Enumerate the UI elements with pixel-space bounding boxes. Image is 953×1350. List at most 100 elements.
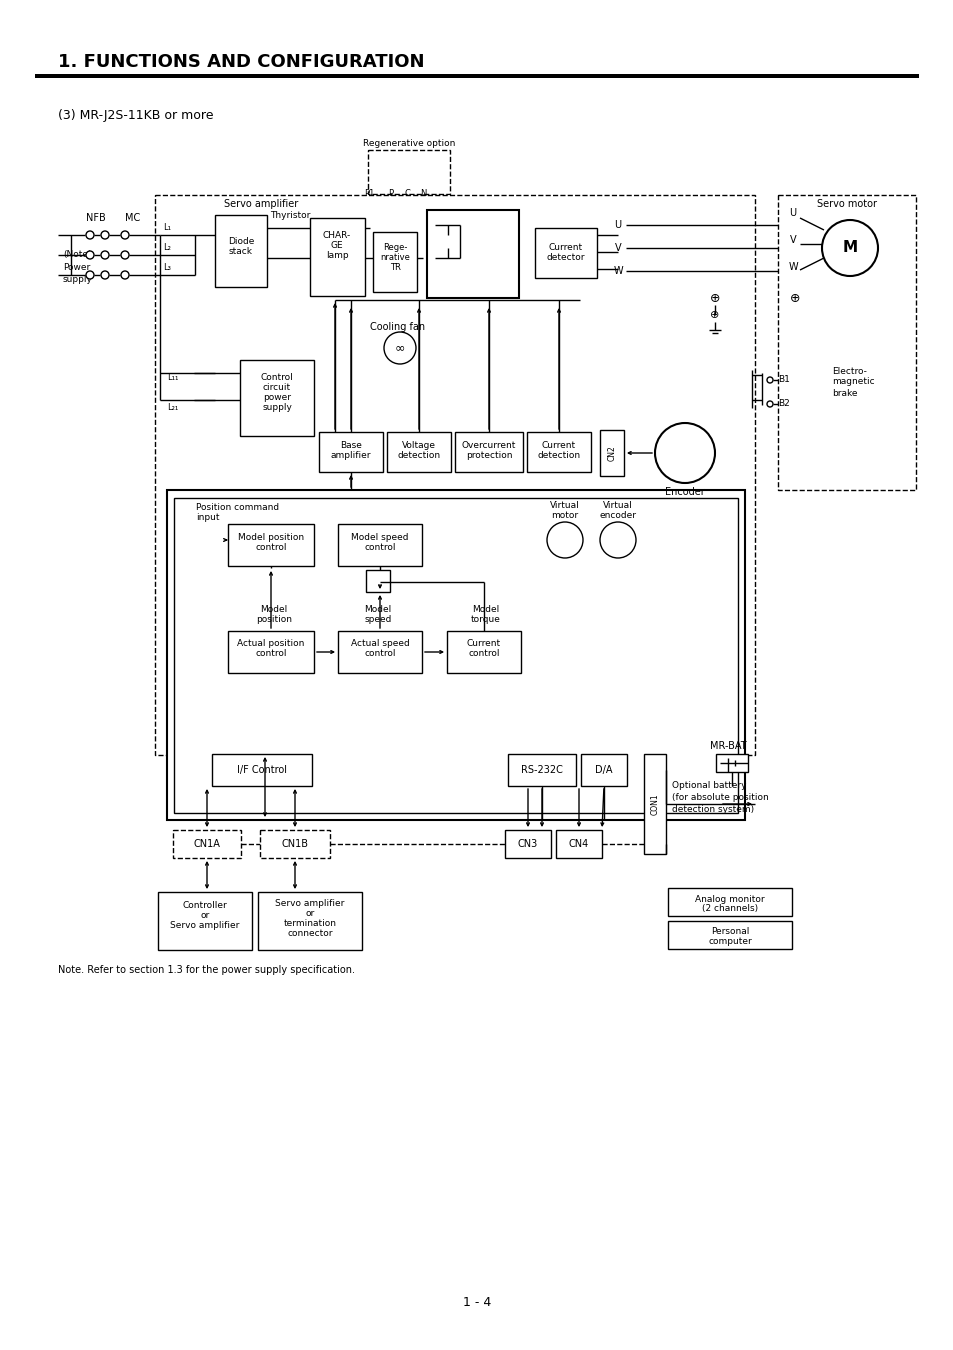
Text: Model: Model — [364, 606, 392, 614]
Text: 1. FUNCTIONS AND CONFIGURATION: 1. FUNCTIONS AND CONFIGURATION — [58, 53, 424, 72]
Text: Control: Control — [260, 374, 294, 382]
Bar — [599, 431, 623, 477]
Bar — [240, 360, 314, 436]
Text: detection system): detection system) — [671, 806, 753, 814]
Bar — [172, 830, 241, 859]
Circle shape — [86, 251, 94, 259]
Text: termination: termination — [283, 919, 336, 929]
Text: Optional battery: Optional battery — [671, 782, 745, 791]
Text: supply: supply — [262, 404, 292, 413]
Circle shape — [655, 423, 714, 483]
Text: RS-232C: RS-232C — [520, 765, 562, 775]
Text: protection: protection — [465, 451, 512, 459]
Text: Servo amplifier: Servo amplifier — [171, 922, 239, 930]
Circle shape — [766, 377, 772, 383]
Text: (Note): (Note) — [63, 251, 91, 259]
Bar — [580, 755, 626, 786]
Text: circuit: circuit — [263, 383, 291, 393]
Circle shape — [546, 522, 582, 558]
Circle shape — [121, 231, 129, 239]
Text: lamp: lamp — [325, 251, 348, 261]
Text: or: or — [305, 910, 314, 918]
Text: 1 - 4: 1 - 4 — [462, 1296, 491, 1308]
Bar — [337, 524, 421, 566]
Bar — [260, 830, 330, 859]
Text: L₃: L₃ — [163, 263, 171, 273]
Text: connector: connector — [287, 930, 333, 938]
Bar — [158, 892, 252, 950]
Text: Electro-: Electro- — [831, 366, 866, 375]
Text: ⊕: ⊕ — [709, 292, 720, 305]
Text: amplifier: amplifier — [331, 451, 371, 459]
Text: GE: GE — [331, 242, 343, 251]
Bar — [643, 755, 665, 855]
Bar — [667, 888, 791, 917]
Bar — [778, 194, 915, 490]
Text: magnetic: magnetic — [831, 378, 874, 386]
Text: W: W — [787, 262, 797, 271]
Text: Personal: Personal — [710, 927, 748, 937]
Text: MC: MC — [125, 213, 140, 223]
Circle shape — [101, 231, 109, 239]
Text: Diode: Diode — [228, 236, 253, 246]
Text: Servo motor: Servo motor — [816, 198, 876, 209]
Text: CN1A: CN1A — [193, 838, 220, 849]
Bar — [310, 217, 365, 296]
Bar — [427, 211, 518, 298]
Circle shape — [86, 231, 94, 239]
Bar — [214, 215, 267, 288]
Text: encoder: encoder — [598, 512, 636, 521]
Text: Model position: Model position — [237, 532, 304, 541]
Circle shape — [101, 251, 109, 259]
Text: CN1B: CN1B — [281, 838, 308, 849]
Text: Actual position: Actual position — [237, 640, 304, 648]
Text: nrative: nrative — [379, 252, 410, 262]
Bar — [716, 755, 747, 772]
Text: U: U — [789, 208, 796, 217]
Text: supply: supply — [63, 274, 92, 284]
Text: TR: TR — [389, 262, 400, 271]
Text: Thyristor: Thyristor — [270, 211, 310, 220]
Text: position: position — [255, 616, 292, 625]
Text: Servo amplifier: Servo amplifier — [224, 198, 298, 209]
Text: Controller: Controller — [182, 902, 227, 910]
Text: (3) MR-J2S-11KB or more: (3) MR-J2S-11KB or more — [58, 109, 213, 123]
Text: speed: speed — [364, 616, 392, 625]
Bar — [526, 432, 590, 472]
Circle shape — [599, 522, 636, 558]
Bar — [154, 194, 754, 755]
Text: motor: motor — [551, 512, 578, 521]
Text: torque: torque — [471, 616, 500, 625]
Bar — [228, 524, 314, 566]
Bar — [35, 74, 918, 78]
Text: Voltage: Voltage — [401, 440, 436, 450]
Text: control: control — [255, 649, 287, 659]
Text: Analog monitor: Analog monitor — [695, 895, 764, 903]
Text: Virtual: Virtual — [602, 501, 632, 510]
Text: Virtual: Virtual — [550, 501, 579, 510]
Bar — [447, 630, 520, 674]
Text: Servo amplifier: Servo amplifier — [275, 899, 344, 909]
Text: NFB: NFB — [86, 213, 106, 223]
Text: CON1: CON1 — [650, 794, 659, 815]
Text: C: C — [404, 189, 410, 197]
Circle shape — [384, 332, 416, 365]
Text: V: V — [789, 235, 796, 244]
Bar — [667, 921, 791, 949]
Bar — [556, 830, 601, 859]
Text: M: M — [841, 240, 857, 255]
Text: D/A: D/A — [595, 765, 612, 775]
Text: brake: brake — [831, 389, 857, 397]
Text: Current: Current — [466, 640, 500, 648]
Circle shape — [101, 271, 109, 279]
Text: Note. Refer to section 1.3 for the power supply specification.: Note. Refer to section 1.3 for the power… — [58, 965, 355, 975]
Text: V: V — [614, 243, 620, 252]
Circle shape — [121, 271, 129, 279]
Text: (for absolute position: (for absolute position — [671, 794, 768, 802]
Text: Rege-: Rege- — [382, 243, 407, 251]
Text: N: N — [419, 189, 426, 197]
Text: W: W — [613, 266, 622, 275]
Text: U: U — [614, 220, 621, 230]
Text: ⊕: ⊕ — [789, 292, 800, 305]
Bar — [257, 892, 361, 950]
